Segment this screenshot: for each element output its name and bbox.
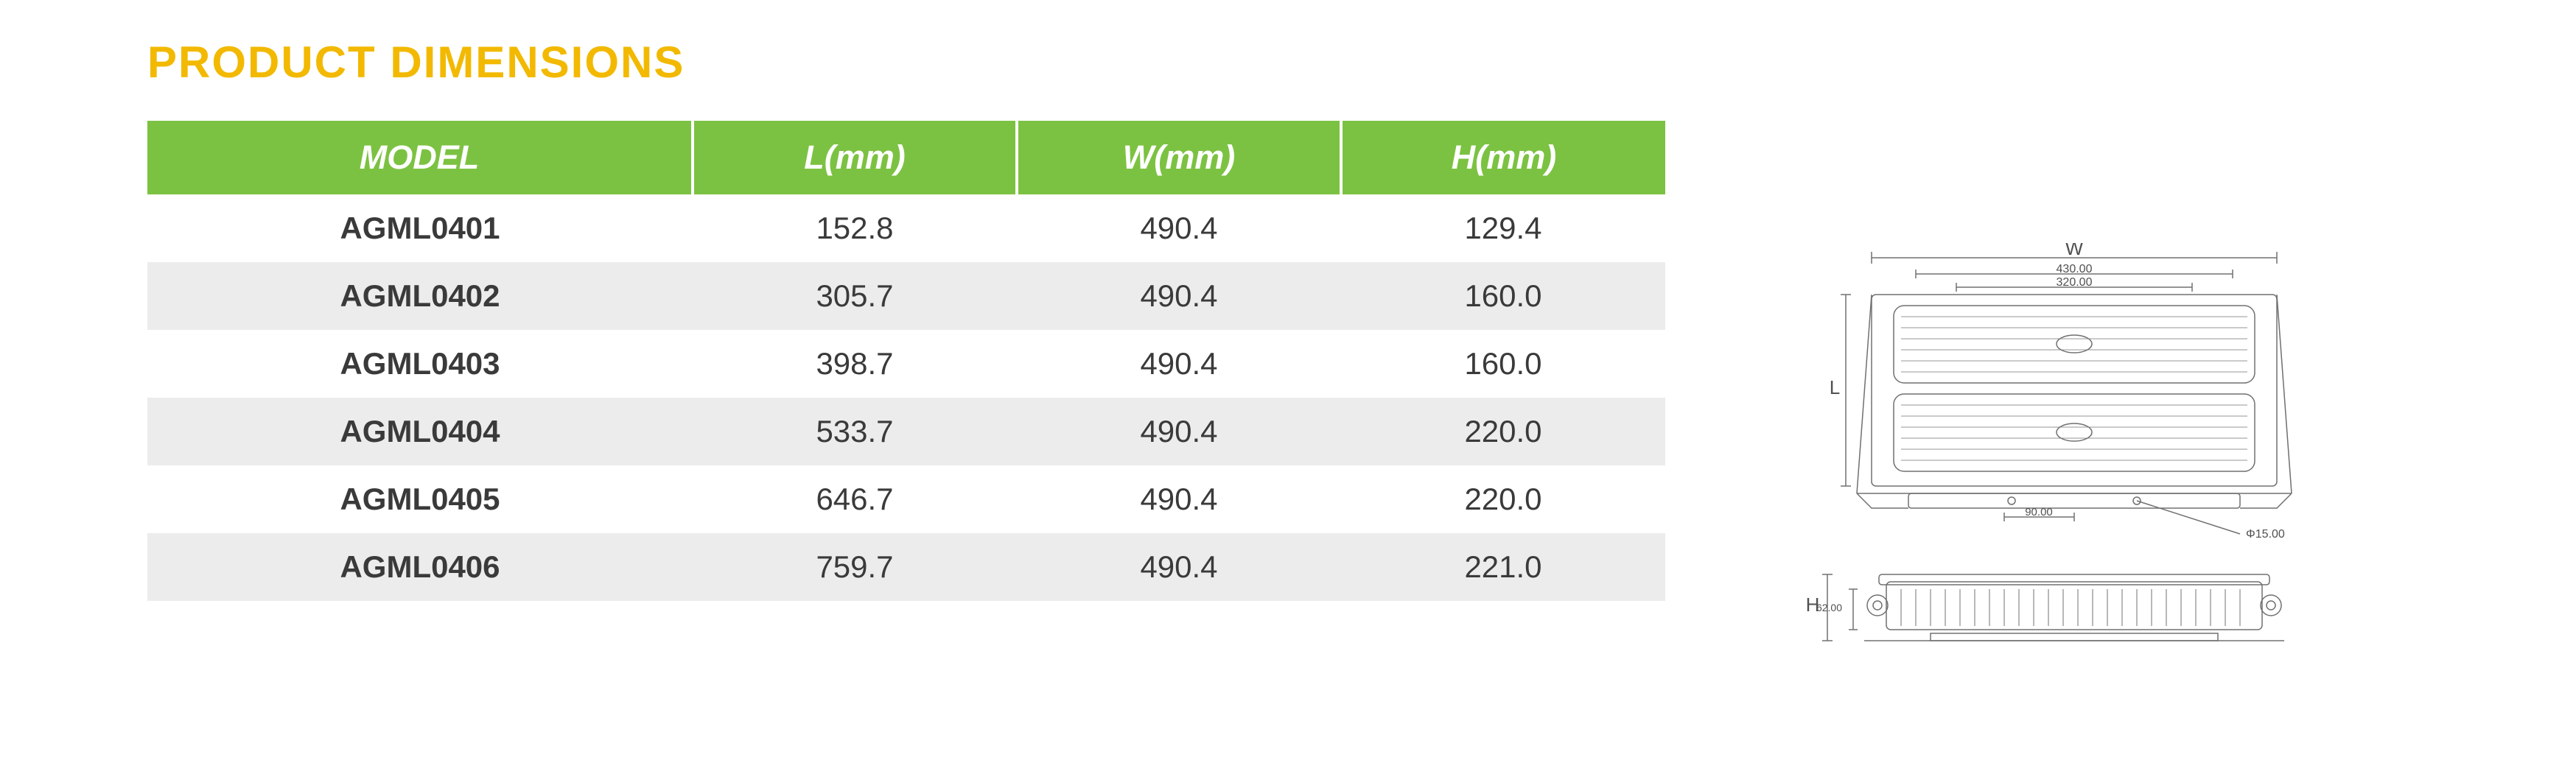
table-row: AGML0401 152.8 490.4 129.4 xyxy=(147,194,1665,262)
table-row: AGML0406 759.7 490.4 221.0 xyxy=(147,533,1665,601)
col-height: H(mm) xyxy=(1341,121,1665,194)
cell-model: AGML0406 xyxy=(147,533,693,601)
cell-w: 490.4 xyxy=(1017,194,1341,262)
table-row: AGML0405 646.7 490.4 220.0 xyxy=(147,465,1665,533)
cell-model: AGML0401 xyxy=(147,194,693,262)
cell-h: 129.4 xyxy=(1341,194,1665,262)
col-width: W(mm) xyxy=(1017,121,1341,194)
table-header-row: MODEL L(mm) W(mm) H(mm) xyxy=(147,121,1665,194)
table-row: AGML0403 398.7 490.4 160.0 xyxy=(147,330,1665,398)
cell-model: AGML0405 xyxy=(147,465,693,533)
cell-l: 646.7 xyxy=(693,465,1017,533)
cell-model: AGML0403 xyxy=(147,330,693,398)
table-body: AGML0401 152.8 490.4 129.4 AGML0402 305.… xyxy=(147,194,1665,601)
cell-model: AGML0402 xyxy=(147,262,693,330)
label-hole: Φ15.00 xyxy=(2246,528,2285,541)
cell-l: 533.7 xyxy=(693,398,1017,465)
cell-l: 759.7 xyxy=(693,533,1017,601)
cell-h: 220.0 xyxy=(1341,398,1665,465)
cell-l: 398.7 xyxy=(693,330,1017,398)
label-dim-side: 62.00 xyxy=(1816,602,1842,613)
cell-h: 220.0 xyxy=(1341,465,1665,533)
label-dim1: 430.00 xyxy=(2057,263,2093,275)
cell-w: 490.4 xyxy=(1017,398,1341,465)
cell-h: 160.0 xyxy=(1341,262,1665,330)
cell-w: 490.4 xyxy=(1017,533,1341,601)
cell-h: 221.0 xyxy=(1341,533,1665,601)
cell-w: 490.4 xyxy=(1017,330,1341,398)
cell-w: 490.4 xyxy=(1017,262,1341,330)
cell-l: 152.8 xyxy=(693,194,1017,262)
product-diagram-icon: W 430.00 320.00 L xyxy=(1783,243,2343,655)
label-w: W xyxy=(2065,243,2084,259)
cell-model: AGML0404 xyxy=(147,398,693,465)
col-length: L(mm) xyxy=(693,121,1017,194)
label-dim2: 320.00 xyxy=(2057,276,2093,289)
cell-w: 490.4 xyxy=(1017,465,1341,533)
table-row: AGML0402 305.7 490.4 160.0 xyxy=(147,262,1665,330)
technical-diagram: W 430.00 320.00 L xyxy=(1783,243,2343,655)
label-dim-bottom: 90.00 xyxy=(2025,506,2053,518)
dimensions-table: MODEL L(mm) W(mm) H(mm) AGML0401 152.8 4… xyxy=(147,121,1665,601)
cell-l: 305.7 xyxy=(693,262,1017,330)
label-l: L xyxy=(1830,376,1840,398)
table-row: AGML0404 533.7 490.4 220.0 xyxy=(147,398,1665,465)
col-model: MODEL xyxy=(147,121,693,194)
cell-h: 160.0 xyxy=(1341,330,1665,398)
section-title: PRODUCT DIMENSIONS xyxy=(147,37,1665,88)
dimensions-section: PRODUCT DIMENSIONS MODEL L(mm) W(mm) H(m… xyxy=(147,22,1665,601)
